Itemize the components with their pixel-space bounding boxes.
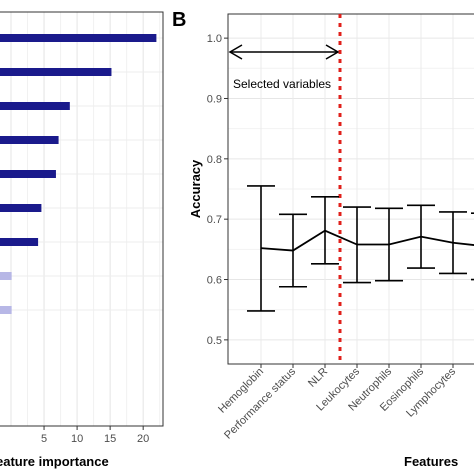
- y-tick-label: 0.5: [207, 335, 222, 347]
- panel-a-bars: [0, 34, 157, 314]
- importance-bar: [0, 34, 157, 42]
- y-tick-label: 0.7: [207, 214, 222, 226]
- importance-bar: [0, 306, 12, 314]
- panel-b-y-axis-title: Accuracy: [188, 159, 203, 218]
- panel-a-x-axis-title: eature importance: [0, 454, 109, 469]
- importance-bar: [0, 170, 56, 178]
- importance-bar: [0, 136, 59, 144]
- panel-a-plot-border: [0, 11, 164, 427]
- selected-variables-annotation: Selected variables: [233, 77, 331, 91]
- accuracy-series: [247, 185, 474, 312]
- y-tick-label: 0.6: [207, 275, 222, 287]
- x-tick-label: 20: [137, 433, 149, 445]
- importance-bar: [0, 272, 12, 280]
- y-tick-label: 1.0: [207, 33, 222, 45]
- importance-bar: [0, 238, 39, 246]
- x-tick-label: 10: [71, 433, 83, 445]
- importance-bar: [0, 204, 42, 212]
- y-tick-label: 0.8: [207, 154, 222, 166]
- accuracy-line: [260, 229, 474, 252]
- arrow-head-right: [325, 44, 340, 60]
- x-tick-label: 15: [104, 433, 116, 445]
- importance-bar: [0, 68, 112, 76]
- importance-bar: [0, 102, 70, 110]
- arrow-head-left: [228, 44, 243, 60]
- x-tick-label: NLR: [306, 366, 330, 390]
- panel-b-label: B: [172, 9, 186, 31]
- panel-b-y-ticks: 0.5 0.6 0.7 0.8 0.9 1.0: [207, 33, 228, 347]
- panel-a: 5 10 15 20 eature importance: [0, 11, 164, 469]
- selected-variables-arrow: [228, 44, 340, 60]
- panel-b-plot-border: [227, 13, 474, 365]
- panel-a-x-ticks: 5 10 15 20: [41, 426, 149, 445]
- panel-b-x-axis-title: Features: [404, 454, 458, 469]
- x-tick-label: 5: [41, 433, 47, 445]
- panel-b: B 0.5 0.6 0.7 0.8 0.9 1.0 HemoglobinPerforman…: [172, 9, 474, 469]
- y-tick-label: 0.9: [207, 93, 222, 105]
